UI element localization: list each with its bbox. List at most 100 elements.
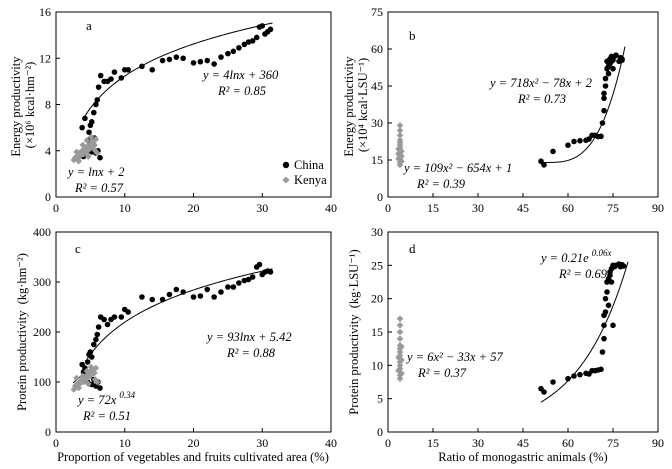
points-a — [70, 23, 274, 165]
point-d-kenya-19 — [395, 354, 402, 361]
y-tick-label-b-5: 75 — [371, 5, 383, 19]
point-c-china-0 — [84, 359, 91, 365]
point-c-kenya-15 — [91, 369, 98, 377]
x-tick-label-c-0: 0 — [53, 436, 59, 450]
point-a-kenya-24 — [85, 153, 92, 160]
panel-letter-c: c — [75, 241, 81, 256]
y-tick-label-c-3: 300 — [33, 275, 51, 289]
x-tick-label-c-2: 20 — [188, 436, 200, 450]
point-d-china-3 — [565, 375, 571, 382]
point-a-china-29 — [236, 45, 242, 51]
fit-curves-b — [544, 46, 626, 163]
point-a-kenya-19 — [83, 137, 91, 144]
point-c-china-9 — [101, 316, 107, 323]
point-a-china-20 — [173, 54, 180, 60]
point-b-china-14 — [601, 95, 607, 102]
point-c-china-10 — [104, 321, 111, 328]
point-c-kenya-24 — [85, 380, 92, 388]
point-d-china-27 — [610, 322, 616, 329]
y-tick-label-d-6: 30 — [371, 225, 383, 239]
x-tick-label-d-4: 60 — [562, 436, 574, 450]
point-c-china-26 — [218, 289, 224, 295]
point-a-china-28 — [230, 48, 237, 55]
point-c-china-5 — [93, 336, 99, 343]
point-a-china-49 — [82, 115, 88, 122]
point-a-kenya-20 — [87, 133, 95, 141]
x-tick-label-a-4: 40 — [325, 201, 337, 215]
point-b-china-29 — [613, 52, 619, 58]
point-c-china-29 — [236, 280, 242, 286]
point-a-china-15 — [125, 67, 131, 73]
point-d-kenya-0 — [396, 375, 404, 382]
point-c-kenya-20 — [87, 363, 95, 371]
x-tick-label-a-0: 0 — [53, 201, 59, 215]
y-tick-label-a-4: 16 — [39, 5, 51, 19]
point-d-china-12 — [599, 349, 606, 355]
x-tick-label-b-5: 75 — [607, 201, 619, 215]
point-d-kenya-12 — [396, 328, 404, 336]
point-d-kenya-17 — [398, 343, 405, 350]
y-tick-label-d-2: 10 — [371, 358, 383, 372]
point-b-kenya-11 — [396, 132, 404, 139]
fit-r2-c-1: R² = 0.88 — [226, 346, 276, 360]
fit-r2-d-1: R² = 0.69 — [558, 267, 608, 281]
x-tick-label-c-1: 10 — [119, 436, 131, 450]
point-a-china-18 — [159, 57, 166, 64]
point-c-china-28 — [230, 284, 237, 290]
panel-letter-b: b — [409, 28, 416, 43]
fit-r2-c-2: R² = 0.51 — [82, 409, 131, 423]
point-c-china-23 — [197, 293, 204, 299]
axes-a: 0 10 20 30 40 0 4 8 12 16 — [39, 5, 337, 215]
x-tick-label-d-3: 45 — [517, 436, 529, 450]
points-c — [70, 261, 274, 393]
y-tick-label-d-1: 5 — [377, 392, 383, 406]
fit-eq-d-2: y = 6x² − 33x + 57 — [405, 350, 503, 364]
fit-eq-d-1: y = 0.21e 0.06x — [539, 248, 612, 265]
legend-marker-kenya — [282, 176, 290, 184]
point-d-kenya-13 — [396, 322, 404, 329]
point-c-china-47 — [97, 385, 103, 391]
fit-eq-c-2: y = 72x 0.34 — [76, 390, 136, 407]
point-b-kenya-13 — [396, 122, 404, 129]
point-d-china-18 — [604, 289, 610, 295]
ylabel-d-text: Protein productivity — [347, 314, 361, 415]
ylabel-b: Energy productivity (×10⁴ kcal·LSU⁻¹) — [342, 53, 370, 156]
point-d-china-13 — [601, 335, 607, 342]
fit-eq-d-1-exp: 0.06x — [592, 248, 612, 258]
fit-eq-a-1: y = 4lnx + 360 — [201, 68, 279, 82]
point-a-china-24 — [204, 57, 211, 64]
fit-r2-b-2: R² = 0.39 — [416, 177, 466, 191]
point-b-china-11 — [598, 133, 604, 140]
point-a-china-12 — [111, 69, 118, 75]
y-tick-label-b-4: 60 — [371, 42, 383, 56]
ylabel-d-unit: (kg·LSU⁻¹) — [347, 249, 361, 308]
point-a-china-3 — [88, 119, 95, 125]
point-a-china-22 — [190, 60, 197, 66]
point-d-kenya-4 — [396, 362, 404, 369]
point-b-kenya-18 — [395, 150, 402, 158]
point-c-kenya-19 — [83, 367, 91, 375]
point-b-china-15 — [601, 90, 607, 97]
y-tick-label-d-4: 20 — [371, 292, 383, 306]
panel-letter-a: a — [86, 18, 92, 33]
xlabel-d: Ratio of monogastric animals (%) — [438, 450, 607, 464]
fit-eq-b-1: y = 718x² − 78x + 2 — [488, 76, 592, 90]
panel-a: 0 10 20 30 40 0 4 8 12 16 a Energy productivity (… — [9, 5, 337, 215]
point-c-china-34 — [256, 261, 263, 268]
point-d-kenya-8 — [396, 348, 404, 356]
point-d-china-16 — [602, 309, 609, 315]
point-b-china-4 — [571, 138, 577, 145]
axes-d: 0 15 30 45 60 75 90 0 5 10 15 20 25 30 — [371, 225, 664, 450]
legend-label-kenya: Kenya — [294, 173, 327, 187]
point-a-china-17 — [149, 67, 156, 73]
fit-eq-c-2-exp: 0.34 — [119, 390, 135, 400]
point-a-china-7 — [95, 84, 102, 90]
point-a-china-21 — [180, 55, 186, 62]
points-d — [395, 261, 627, 395]
point-a-kenya-23 — [73, 148, 80, 156]
point-d-china-20 — [605, 302, 612, 309]
legend-marker-china — [282, 161, 290, 169]
point-c-china-12 — [111, 314, 118, 320]
